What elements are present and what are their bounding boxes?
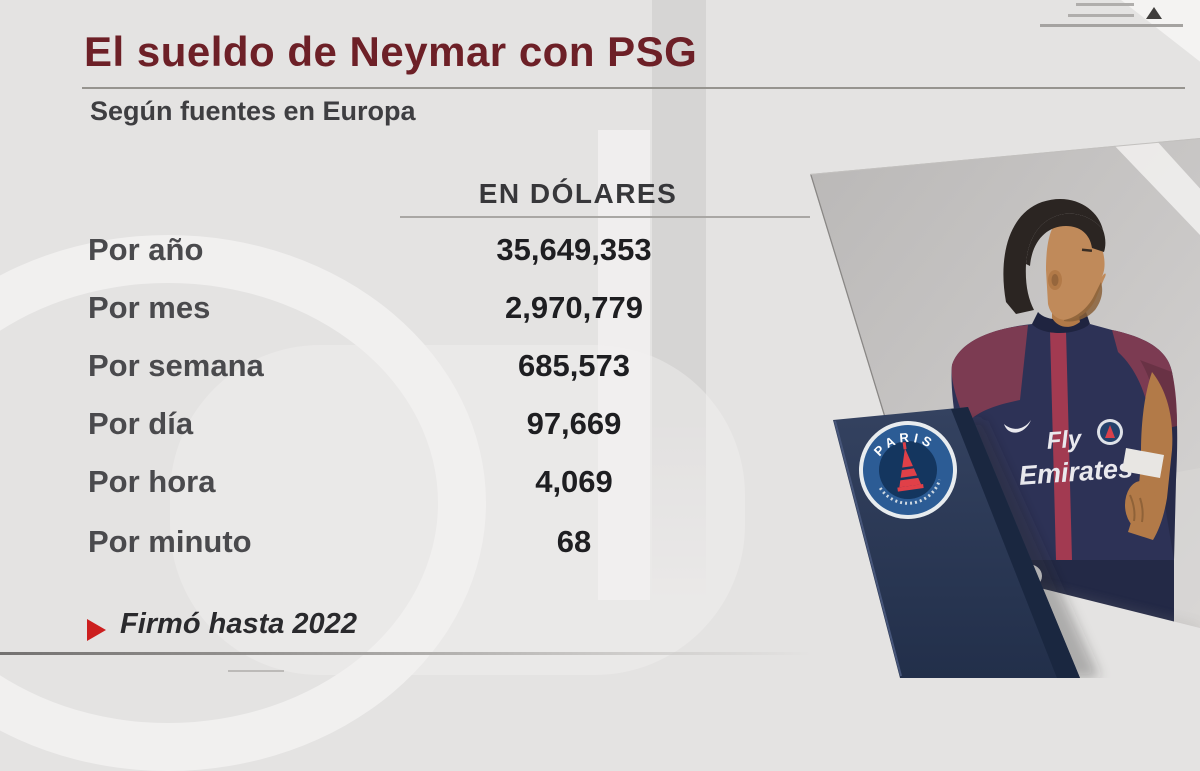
table-row: Por día 97,669 — [0, 406, 790, 448]
table-row: Por semana 685,573 — [0, 348, 790, 390]
table-row: Por año 35,649,353 — [0, 232, 790, 274]
page-title: El sueldo de Neymar con PSG — [84, 28, 698, 75]
neymar-photo: Fly Emirates — [810, 138, 1200, 678]
row-value: 97,669 — [526, 406, 622, 441]
menu-line-icon — [1076, 3, 1134, 6]
page-subtitle: Según fuentes en Europa — [90, 96, 416, 126]
row-value: 68 — [556, 524, 592, 559]
red-arrow-icon — [87, 619, 106, 641]
row-label: Por mes — [88, 290, 211, 325]
jersey-crest-icon — [1097, 419, 1123, 445]
footer-note: Firmó hasta 2022 — [120, 608, 357, 640]
column-header-dollars: EN DÓLARES — [478, 178, 678, 209]
row-value: 685,573 — [517, 348, 631, 383]
top-divider — [1040, 24, 1183, 27]
wristband — [1122, 448, 1164, 478]
psg-ribbon: PARIS — [833, 407, 1100, 678]
row-label: Por hora — [88, 464, 216, 499]
scroll-up-icon[interactable] — [1146, 7, 1162, 19]
table-row: Por hora 4,069 — [0, 464, 790, 506]
row-label: Por año — [88, 232, 204, 267]
wall-highlight — [1090, 138, 1200, 235]
table-row: Por mes 2,970,779 — [0, 290, 790, 332]
row-value: 2,970,779 — [505, 290, 643, 325]
row-label: Por semana — [88, 348, 264, 383]
table-row: Por minuto 68 — [0, 524, 790, 566]
column-header-underline — [400, 216, 810, 218]
title-underline — [82, 87, 1185, 89]
menu-line-icon — [1068, 14, 1134, 17]
nike-swoosh-icon — [1004, 420, 1031, 433]
row-label: Por minuto — [88, 524, 252, 559]
footer-divider — [0, 652, 812, 655]
row-value: 4,069 — [535, 464, 613, 499]
footer-divider-small — [228, 670, 284, 672]
psg-crest-icon: PARIS — [859, 421, 957, 519]
row-label: Por día — [88, 406, 194, 441]
jersey-sponsor-line1: Fly — [1046, 425, 1084, 454]
row-value: 35,649,353 — [496, 232, 652, 267]
